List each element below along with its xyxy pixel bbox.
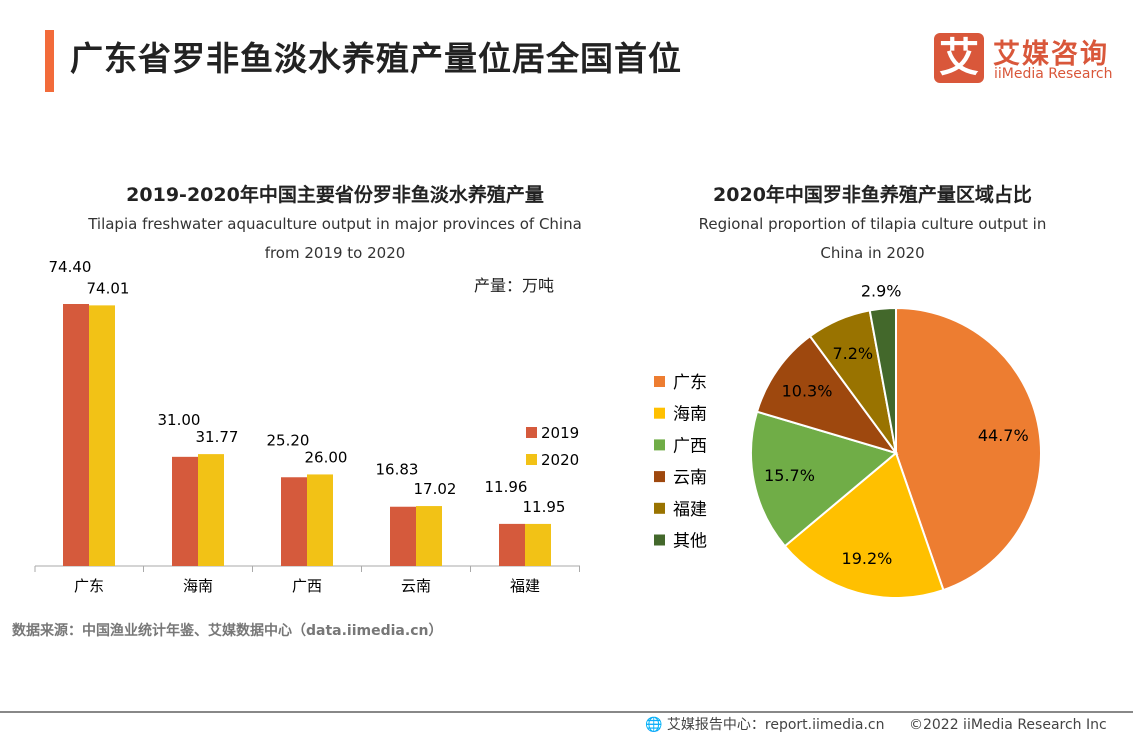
legend-swatch-广东 xyxy=(654,376,665,387)
bar-chart-subtitle: Tilapia freshwater aquaculture output in… xyxy=(88,215,582,262)
legend-swatch-其他 xyxy=(654,534,665,546)
pie-slice-广东 xyxy=(895,306,1042,592)
x-tick-label: 海南 xyxy=(183,577,213,595)
x-tick-label: 云南 xyxy=(401,577,431,595)
legend-label: 2020 xyxy=(541,451,579,469)
x-tick-label: 广西 xyxy=(292,577,322,595)
legend-label: 云南 xyxy=(673,468,707,488)
logo-text-cn: 艾媒咨询 xyxy=(993,39,1109,70)
pie-label: 7.2% xyxy=(832,344,873,363)
bar-2020-云南 xyxy=(416,506,442,566)
data-label: 26.00 xyxy=(305,448,348,466)
pie-slice-海南 xyxy=(783,451,945,599)
legend-label: 2019 xyxy=(541,424,579,442)
bar-2020-广东 xyxy=(89,305,115,566)
bar-2019-广西 xyxy=(281,477,307,566)
bar-2019-广东 xyxy=(63,304,89,566)
x-tick-label: 广东 xyxy=(74,577,104,595)
page-title: 广东省罗非鱼淡水养殖产量位居全国首位 xyxy=(70,39,682,78)
logo-mark: 艾 xyxy=(934,33,984,83)
logo-text-en: iiMedia Research xyxy=(994,66,1113,82)
data-label: 31.77 xyxy=(196,428,239,446)
legend-swatch-云南 xyxy=(654,471,665,483)
bar-2020-福建 xyxy=(525,523,551,566)
legend-label: 广东 xyxy=(673,373,707,393)
unit-label: 产量：万吨 xyxy=(474,276,555,295)
pie-label: 44.7% xyxy=(978,426,1029,445)
pie-label: 2.9% xyxy=(861,282,902,301)
pie-label: 19.2% xyxy=(842,549,893,568)
pie-label: 10.3% xyxy=(782,381,833,400)
pie-slice-云南 xyxy=(755,334,899,455)
legend-label: 广西 xyxy=(673,436,707,456)
legend-label: 海南 xyxy=(673,405,707,425)
pie-label: 15.7% xyxy=(764,466,815,485)
footer-report[interactable]: 艾媒报告中心：report.iimedia.cn xyxy=(666,717,885,733)
legend-swatch-海南 xyxy=(654,407,665,419)
legend-swatch-2019 xyxy=(526,427,537,438)
data-label: 25.20 xyxy=(267,431,310,449)
bar-2020-广西 xyxy=(307,474,333,566)
data-label: 31.00 xyxy=(158,411,201,429)
pie-slice-其他 xyxy=(868,306,897,454)
data-label: 74.40 xyxy=(49,258,92,276)
globe-icon: 🌐 xyxy=(645,717,663,733)
legend-label: 其他 xyxy=(673,532,707,552)
pie-slice-广西 xyxy=(750,410,899,548)
legend-swatch-2020 xyxy=(526,454,537,465)
data-label: 74.01 xyxy=(87,279,130,297)
data-label: 17.02 xyxy=(414,480,457,498)
footer-copyright: ©2022 iiMedia Research Inc xyxy=(908,717,1107,733)
footer: 🌐 艾媒报告中心：report.iimedia.cn ©2022 iiMedia… xyxy=(645,714,1107,734)
bar-chart-title: 2019-2020年中国主要省份罗非鱼淡水养殖产量 xyxy=(126,184,544,206)
pie-chart-subtitle: Regional proportion of tilapia culture o… xyxy=(698,215,1047,262)
data-label: 11.96 xyxy=(485,478,528,496)
x-tick-label: 福建 xyxy=(510,577,540,595)
bar-2020-海南 xyxy=(198,454,224,566)
legend-swatch-福建 xyxy=(654,502,665,514)
data-source: 数据来源：中国渔业统计年鉴、艾媒数据中心（data.iimedia.cn） xyxy=(12,623,443,639)
legend-label: 福建 xyxy=(673,500,707,520)
data-label: 16.83 xyxy=(376,461,419,479)
data-label: 11.95 xyxy=(523,498,566,516)
legend-swatch-广西 xyxy=(654,439,665,451)
bar-2019-海南 xyxy=(172,456,198,566)
pie-chart-title: 2020年中国罗非鱼养殖产量区域占比 xyxy=(713,184,1032,206)
bar-2019-云南 xyxy=(390,506,416,566)
bar-2019-福建 xyxy=(499,523,525,566)
footer-divider xyxy=(0,711,1133,713)
title-accent-bar xyxy=(45,30,54,92)
